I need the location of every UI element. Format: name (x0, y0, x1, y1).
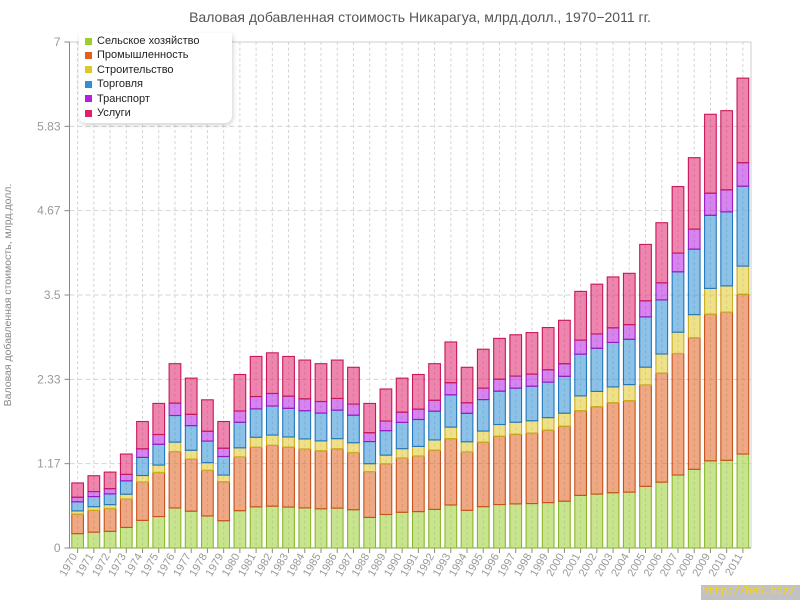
svg-text:4.67: 4.67 (37, 204, 61, 218)
svg-text:7: 7 (54, 35, 61, 49)
svg-text:3.5: 3.5 (44, 288, 61, 302)
svg-text:2011: 2011 (723, 552, 745, 578)
svg-text:2.33: 2.33 (37, 372, 61, 386)
svg-text:2010: 2010 (707, 552, 730, 579)
svg-text:1.17: 1.17 (37, 457, 61, 471)
svg-text:0: 0 (54, 541, 61, 555)
svg-text:5.83: 5.83 (37, 119, 61, 133)
